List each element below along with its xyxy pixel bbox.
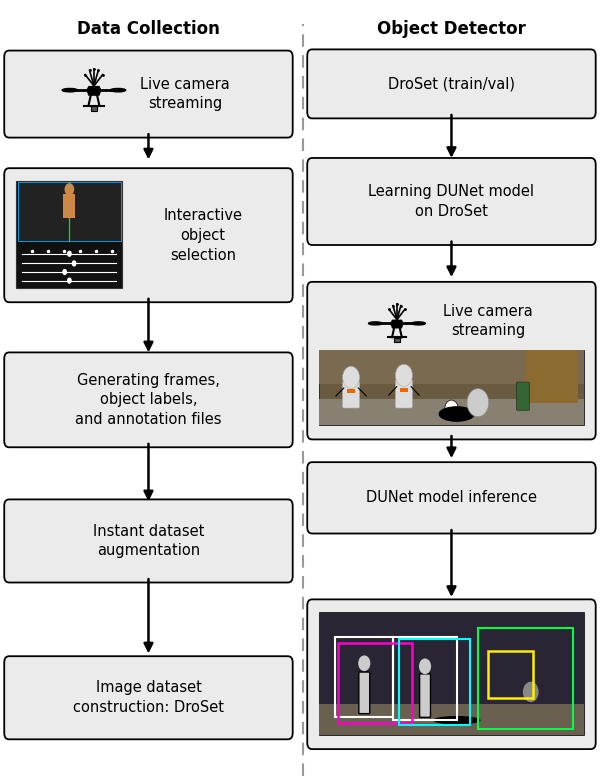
Ellipse shape — [62, 89, 78, 92]
Bar — [18, 183, 121, 241]
Circle shape — [419, 659, 431, 674]
Circle shape — [67, 278, 72, 284]
Bar — [319, 704, 584, 735]
FancyBboxPatch shape — [4, 499, 293, 583]
Text: Object Detector: Object Detector — [377, 20, 526, 38]
Circle shape — [62, 269, 67, 275]
FancyBboxPatch shape — [342, 381, 359, 408]
Bar — [478, 628, 573, 729]
Text: Interactive
object
selection: Interactive object selection — [164, 208, 242, 263]
FancyBboxPatch shape — [307, 282, 596, 439]
Text: Live camera
streaming: Live camera streaming — [443, 303, 533, 339]
FancyBboxPatch shape — [359, 672, 370, 713]
FancyBboxPatch shape — [307, 49, 596, 118]
Ellipse shape — [110, 89, 125, 92]
Bar — [401, 387, 408, 392]
Circle shape — [72, 260, 76, 267]
Circle shape — [396, 365, 413, 387]
Bar — [319, 350, 584, 384]
Bar — [63, 194, 75, 218]
Ellipse shape — [433, 716, 481, 724]
Bar — [488, 652, 533, 698]
Circle shape — [64, 183, 74, 196]
FancyBboxPatch shape — [4, 50, 293, 138]
Text: Generating frames,
object labels,
and annotation files: Generating frames, object labels, and an… — [75, 372, 222, 427]
Bar — [338, 643, 412, 723]
Polygon shape — [390, 320, 404, 328]
Bar — [319, 399, 584, 425]
Bar — [394, 338, 400, 343]
Circle shape — [445, 400, 458, 417]
Circle shape — [358, 655, 370, 671]
Ellipse shape — [439, 406, 475, 422]
FancyBboxPatch shape — [307, 463, 596, 534]
FancyBboxPatch shape — [307, 599, 596, 750]
Bar — [16, 181, 122, 289]
FancyBboxPatch shape — [4, 656, 293, 739]
Text: DroSet (train/val): DroSet (train/val) — [388, 76, 515, 92]
Bar — [91, 107, 97, 111]
Circle shape — [467, 389, 489, 417]
Bar — [399, 639, 470, 725]
Text: Learning DUNet model
on DroSet: Learning DUNet model on DroSet — [368, 184, 534, 219]
FancyBboxPatch shape — [396, 379, 413, 408]
Bar — [393, 637, 457, 720]
Circle shape — [523, 682, 539, 702]
Text: DUNet model inference: DUNet model inference — [366, 490, 537, 506]
FancyBboxPatch shape — [307, 158, 596, 245]
FancyBboxPatch shape — [516, 382, 530, 410]
Circle shape — [67, 251, 72, 257]
Polygon shape — [86, 86, 102, 96]
Bar — [335, 637, 393, 717]
FancyBboxPatch shape — [4, 353, 293, 447]
Circle shape — [342, 366, 359, 388]
Ellipse shape — [411, 322, 425, 325]
Bar — [525, 350, 578, 403]
Text: Live camera
streaming: Live camera streaming — [140, 77, 230, 111]
Text: Instant dataset
augmentation: Instant dataset augmentation — [93, 524, 204, 558]
Text: Data Collection: Data Collection — [77, 20, 220, 38]
Bar — [347, 389, 355, 394]
Bar — [319, 612, 584, 735]
Ellipse shape — [368, 322, 382, 325]
Bar — [319, 350, 584, 425]
Text: Image dataset
construction: DroSet: Image dataset construction: DroSet — [73, 681, 224, 715]
FancyBboxPatch shape — [4, 169, 293, 303]
FancyBboxPatch shape — [419, 674, 430, 717]
